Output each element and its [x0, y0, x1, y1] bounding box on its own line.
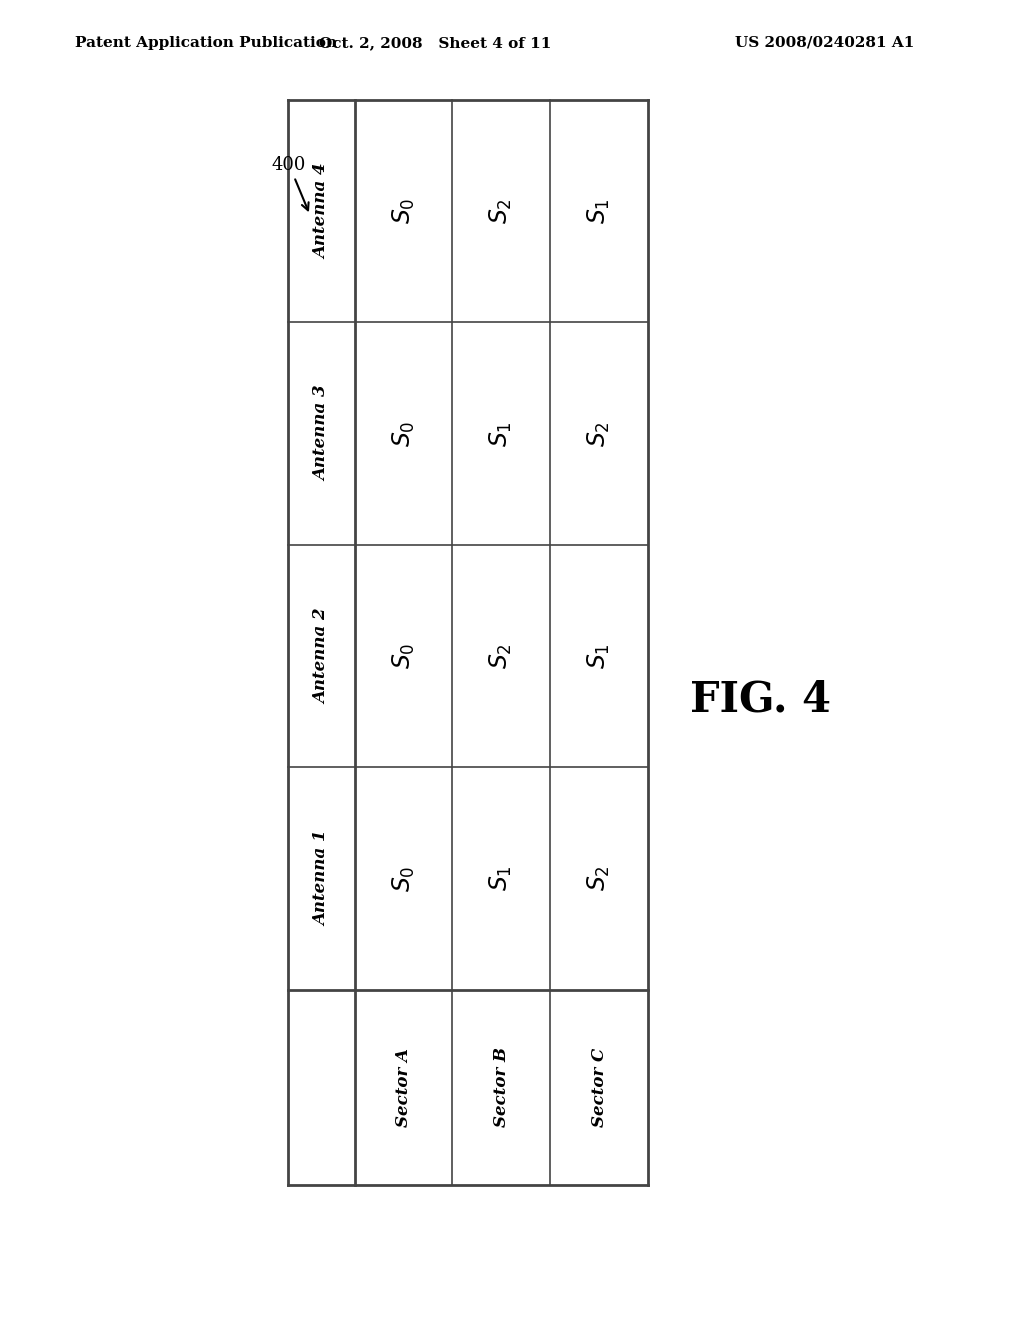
Text: Sector B: Sector B	[493, 1047, 510, 1127]
Text: $S_0$: $S_0$	[390, 643, 417, 669]
Text: $S_2$: $S_2$	[488, 198, 514, 224]
Text: Antenna 4: Antenna 4	[312, 164, 330, 259]
Text: Sector A: Sector A	[395, 1048, 412, 1127]
Text: $S_0$: $S_0$	[390, 421, 417, 447]
Text: $S_1$: $S_1$	[586, 198, 612, 224]
Text: $S_1$: $S_1$	[586, 643, 612, 669]
Text: Oct. 2, 2008   Sheet 4 of 11: Oct. 2, 2008 Sheet 4 of 11	[318, 36, 551, 50]
Text: Sector C: Sector C	[591, 1048, 607, 1127]
Text: US 2008/0240281 A1: US 2008/0240281 A1	[735, 36, 914, 50]
Text: Antenna 1: Antenna 1	[312, 830, 330, 927]
Text: $S_2$: $S_2$	[586, 421, 612, 446]
Text: $S_2$: $S_2$	[488, 643, 514, 669]
Text: Patent Application Publication: Patent Application Publication	[75, 36, 337, 50]
Text: $S_0$: $S_0$	[390, 866, 417, 892]
Text: $S_1$: $S_1$	[488, 421, 514, 446]
Text: $S_2$: $S_2$	[586, 866, 612, 891]
Text: $S_1$: $S_1$	[488, 866, 514, 891]
Text: 400: 400	[272, 156, 308, 210]
Text: Antenna 2: Antenna 2	[312, 609, 330, 704]
Text: Antenna 3: Antenna 3	[312, 385, 330, 482]
Text: FIG. 4: FIG. 4	[689, 678, 830, 721]
Text: $S_0$: $S_0$	[390, 198, 417, 224]
